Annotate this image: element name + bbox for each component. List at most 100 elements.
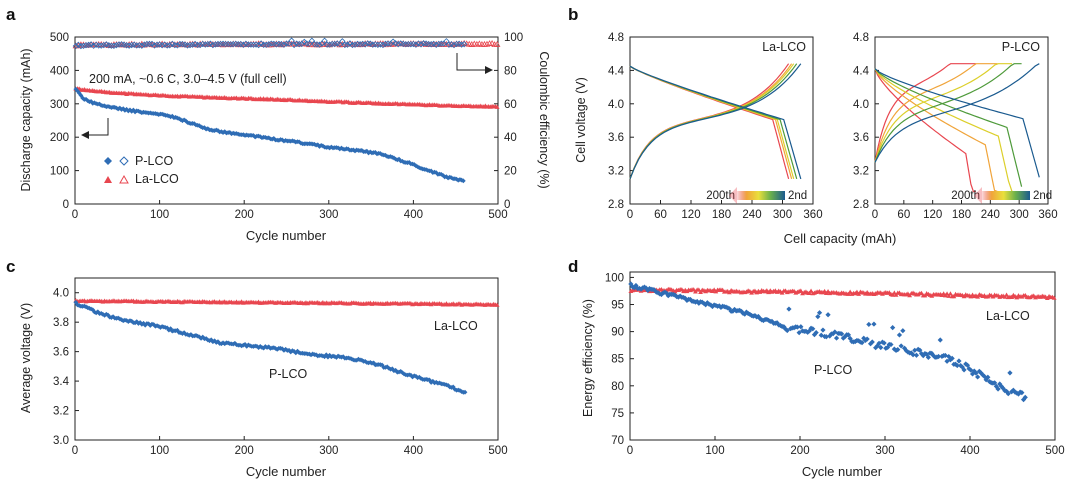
charge-curve: [629, 63, 790, 180]
plco-ce-marker: [349, 41, 356, 49]
y-tick-label: 100: [50, 166, 69, 178]
plco-voltage-marker: [147, 323, 153, 328]
plco-ce-marker: [374, 41, 382, 49]
plco-capacity-marker: [202, 125, 207, 131]
panel-c-marks: [73, 298, 500, 395]
plco-ce-marker: [227, 41, 234, 48]
plco-capacity-marker: [173, 114, 179, 120]
plco-efficiency-marker: [856, 338, 862, 344]
x-tick-label: 100: [150, 445, 169, 457]
y-tick-label: 4.0: [608, 99, 624, 111]
plco-efficiency-marker: [978, 370, 984, 376]
plco-capacity-marker: [266, 135, 272, 141]
gradient-end-label: 2nd: [788, 190, 807, 202]
plco-voltage-marker: [125, 319, 131, 324]
plco-ce-marker: [346, 40, 354, 47]
plco-ce-marker: [364, 40, 371, 47]
plco-capacity-marker: [191, 121, 197, 127]
plco-capacity-marker: [317, 144, 322, 149]
discharge-curve: [629, 65, 793, 180]
y-tick-label: 2.8: [608, 199, 624, 211]
plco-ce-marker: [235, 41, 242, 48]
plco-voltage-marker: [413, 373, 419, 379]
plco-efficiency-marker: [937, 337, 943, 343]
plco-ce-marker: [77, 42, 85, 50]
plco-efficiency-marker: [752, 313, 758, 319]
plco-ce-marker: [283, 40, 290, 47]
x-tick-label: 60: [897, 209, 910, 221]
plco-voltage-marker: [117, 316, 123, 322]
plco-ce-marker: [311, 40, 318, 48]
plco-ce-marker: [171, 41, 178, 49]
y-tick-label: 3.8: [53, 317, 69, 329]
plco-capacity-marker: [198, 124, 204, 130]
discharge-curve: [629, 65, 798, 180]
plco-capacity-marker: [73, 86, 79, 92]
plco-efficiency-marker: [971, 368, 977, 374]
y-tick-label: 80: [611, 381, 624, 393]
plco-capacity-marker: [445, 175, 451, 181]
gradient-arrowhead: [729, 187, 737, 204]
plco-efficiency-marker: [845, 332, 852, 338]
plco-efficiency-marker: [952, 361, 959, 367]
x-tick-label: 360: [803, 209, 822, 221]
plco-efficiency-marker: [986, 379, 993, 385]
plco-efficiency-marker: [833, 335, 840, 341]
plco-ce-marker: [219, 40, 227, 47]
panel-d-xlabel: Cycle number: [802, 464, 883, 479]
plco-efficiency-marker: [794, 324, 801, 330]
plco-ce-marker: [354, 40, 361, 48]
plco-capacity-marker: [227, 130, 233, 135]
y-tick-label: 3.2: [53, 406, 69, 418]
charge-curve: [874, 63, 1022, 163]
plco-ce-marker: [308, 37, 316, 44]
plco-efficiency-marker: [958, 363, 964, 369]
plco-ce-marker: [128, 41, 135, 49]
plco-capacity-marker: [205, 126, 211, 132]
plco-capacity-marker: [176, 116, 182, 122]
plco-capacity-marker: [85, 98, 91, 104]
plco-efficiency-marker: [1003, 388, 1010, 394]
y-tick-label: 3.6: [53, 347, 69, 359]
charge-curve: [629, 63, 793, 180]
lalco-efficiency-marker: [948, 291, 953, 296]
plco-ce-marker: [362, 41, 369, 48]
x-tick-label: 180: [952, 209, 971, 221]
plco-efficiency-marker: [840, 335, 846, 341]
plco-ce-marker: [212, 41, 219, 48]
plco-ce-marker: [202, 41, 209, 48]
plco-efficiency-marker: [879, 339, 886, 345]
panel-d-frame: [629, 271, 1056, 441]
y2-tick-label: 20: [504, 166, 517, 178]
plco-efficiency-marker: [871, 321, 877, 327]
x-tick-label: 500: [488, 445, 507, 457]
plco-efficiency-marker: [852, 338, 858, 345]
plco-efficiency-marker: [726, 306, 733, 312]
plco-ce-marker: [326, 41, 333, 48]
y2-tick-label: 0: [504, 199, 510, 211]
plco-ce-marker: [263, 41, 270, 49]
charge-curve: [874, 63, 1012, 163]
plco-ce-marker: [166, 42, 173, 49]
plco-capacity-marker: [136, 108, 141, 114]
plco-efficiency-marker: [884, 344, 891, 351]
plco-capacity-marker: [315, 142, 321, 148]
panel-letter-b: b: [568, 5, 578, 24]
plco-efficiency-marker: [663, 290, 670, 296]
plco-efficiency-marker: [913, 352, 920, 358]
plco-efficiency-marker: [935, 353, 942, 360]
x-tick-label: 360: [1038, 209, 1057, 221]
x-tick-label: 400: [960, 445, 979, 457]
plco-efficiency-marker: [869, 339, 875, 345]
plco-ce-marker: [158, 42, 166, 49]
plco-efficiency-marker: [942, 352, 948, 359]
plco-efficiency-marker: [878, 344, 884, 351]
plco-efficiency-marker: [645, 287, 651, 294]
charge-curve: [629, 63, 798, 180]
plco-ce-marker: [450, 41, 458, 49]
plco-efficiency-marker: [900, 328, 906, 334]
lalco-efficiency-marker: [946, 293, 952, 298]
plco-capacity-marker: [257, 134, 263, 140]
plco-ce-marker: [186, 41, 194, 49]
plco-efficiency-marker: [917, 347, 923, 353]
